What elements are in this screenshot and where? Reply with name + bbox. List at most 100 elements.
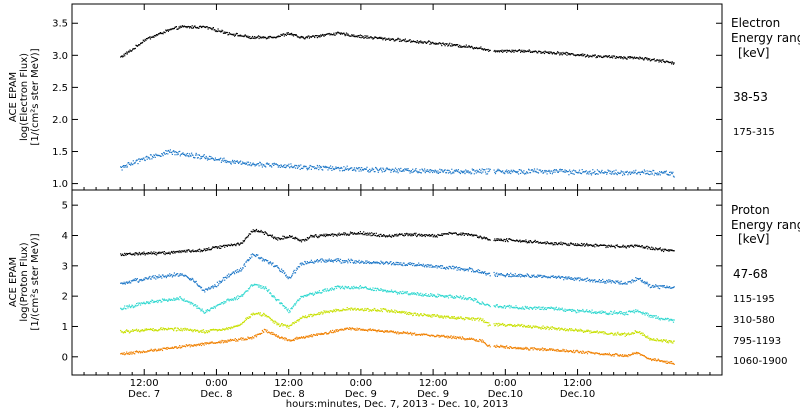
data-point xyxy=(375,232,377,234)
data-point xyxy=(556,329,558,331)
data-point xyxy=(136,278,138,280)
data-point xyxy=(305,263,307,265)
data-point xyxy=(289,311,291,313)
data-point xyxy=(551,307,553,309)
data-point xyxy=(130,282,132,284)
data-point xyxy=(422,234,424,237)
data-point xyxy=(206,26,209,28)
data-point xyxy=(518,169,520,171)
data-point xyxy=(163,251,165,253)
data-point xyxy=(387,309,389,311)
data-point xyxy=(386,236,389,238)
data-point xyxy=(588,279,590,281)
data-point xyxy=(567,53,569,55)
data-point xyxy=(508,49,510,51)
data-point xyxy=(535,325,537,327)
data-point xyxy=(539,51,542,53)
data-point xyxy=(445,295,448,297)
data-point xyxy=(520,50,522,52)
data-point xyxy=(235,270,237,272)
data-point xyxy=(196,154,198,156)
data-point xyxy=(187,155,189,157)
data-point xyxy=(436,267,438,269)
data-point xyxy=(279,166,281,168)
data-point xyxy=(163,151,165,154)
data-point xyxy=(455,317,457,319)
data-point xyxy=(456,269,458,271)
data-point xyxy=(255,283,257,286)
data-point xyxy=(332,261,334,263)
data-point xyxy=(268,37,270,39)
data-point xyxy=(671,319,673,322)
data-point xyxy=(606,55,608,57)
data-point xyxy=(543,276,545,278)
data-point xyxy=(445,268,447,270)
data-point xyxy=(296,299,299,301)
data-point xyxy=(227,276,229,278)
data-point xyxy=(120,329,122,332)
data-point xyxy=(257,230,260,232)
data-point xyxy=(180,251,182,254)
data-point xyxy=(244,238,246,240)
data-point xyxy=(618,282,620,284)
data-point xyxy=(336,33,338,35)
data-point xyxy=(536,168,538,170)
data-point xyxy=(386,38,389,40)
data-point xyxy=(157,300,160,302)
data-point xyxy=(377,169,379,171)
data-point xyxy=(234,273,236,275)
data-point xyxy=(231,244,233,246)
data-point xyxy=(175,151,177,154)
data-point xyxy=(365,309,367,311)
data-point xyxy=(306,316,308,318)
data-point xyxy=(524,241,526,243)
data-point xyxy=(672,62,674,64)
data-point xyxy=(430,264,432,266)
data-point xyxy=(528,324,530,327)
data-point xyxy=(442,42,444,44)
data-point xyxy=(173,272,175,274)
data-point xyxy=(314,293,316,295)
data-point xyxy=(486,168,488,170)
data-point xyxy=(572,173,574,175)
data-point xyxy=(246,236,248,238)
data-point xyxy=(287,310,289,312)
data-point xyxy=(514,50,516,52)
data-point xyxy=(367,232,369,234)
data-point xyxy=(153,277,156,279)
data-point xyxy=(354,260,356,262)
data-point xyxy=(258,257,260,259)
proton-series-115-195 xyxy=(120,253,675,293)
data-point xyxy=(189,303,191,305)
data-point xyxy=(144,38,146,40)
data-point xyxy=(410,293,412,295)
data-point xyxy=(344,232,346,234)
data-point xyxy=(397,172,399,174)
data-point xyxy=(379,37,381,39)
data-point xyxy=(323,260,325,263)
data-point xyxy=(421,41,423,43)
data-point xyxy=(142,279,144,281)
data-point xyxy=(243,321,245,323)
data-point xyxy=(222,245,224,247)
data-point xyxy=(324,165,326,167)
data-point xyxy=(637,245,639,247)
data-point xyxy=(234,35,236,37)
data-point xyxy=(325,261,327,263)
data-point xyxy=(361,286,363,288)
data-point xyxy=(304,260,306,263)
data-point xyxy=(365,36,367,39)
data-point xyxy=(600,312,602,314)
data-point xyxy=(249,257,252,260)
data-point xyxy=(581,330,583,332)
data-point xyxy=(507,172,509,174)
data-point xyxy=(338,168,340,170)
data-point xyxy=(369,287,371,289)
data-point xyxy=(170,251,172,253)
data-point xyxy=(563,171,565,173)
data-point xyxy=(575,170,577,172)
data-point xyxy=(289,167,291,169)
data-point xyxy=(226,245,228,247)
data-point xyxy=(475,172,477,174)
data-point xyxy=(229,327,231,329)
